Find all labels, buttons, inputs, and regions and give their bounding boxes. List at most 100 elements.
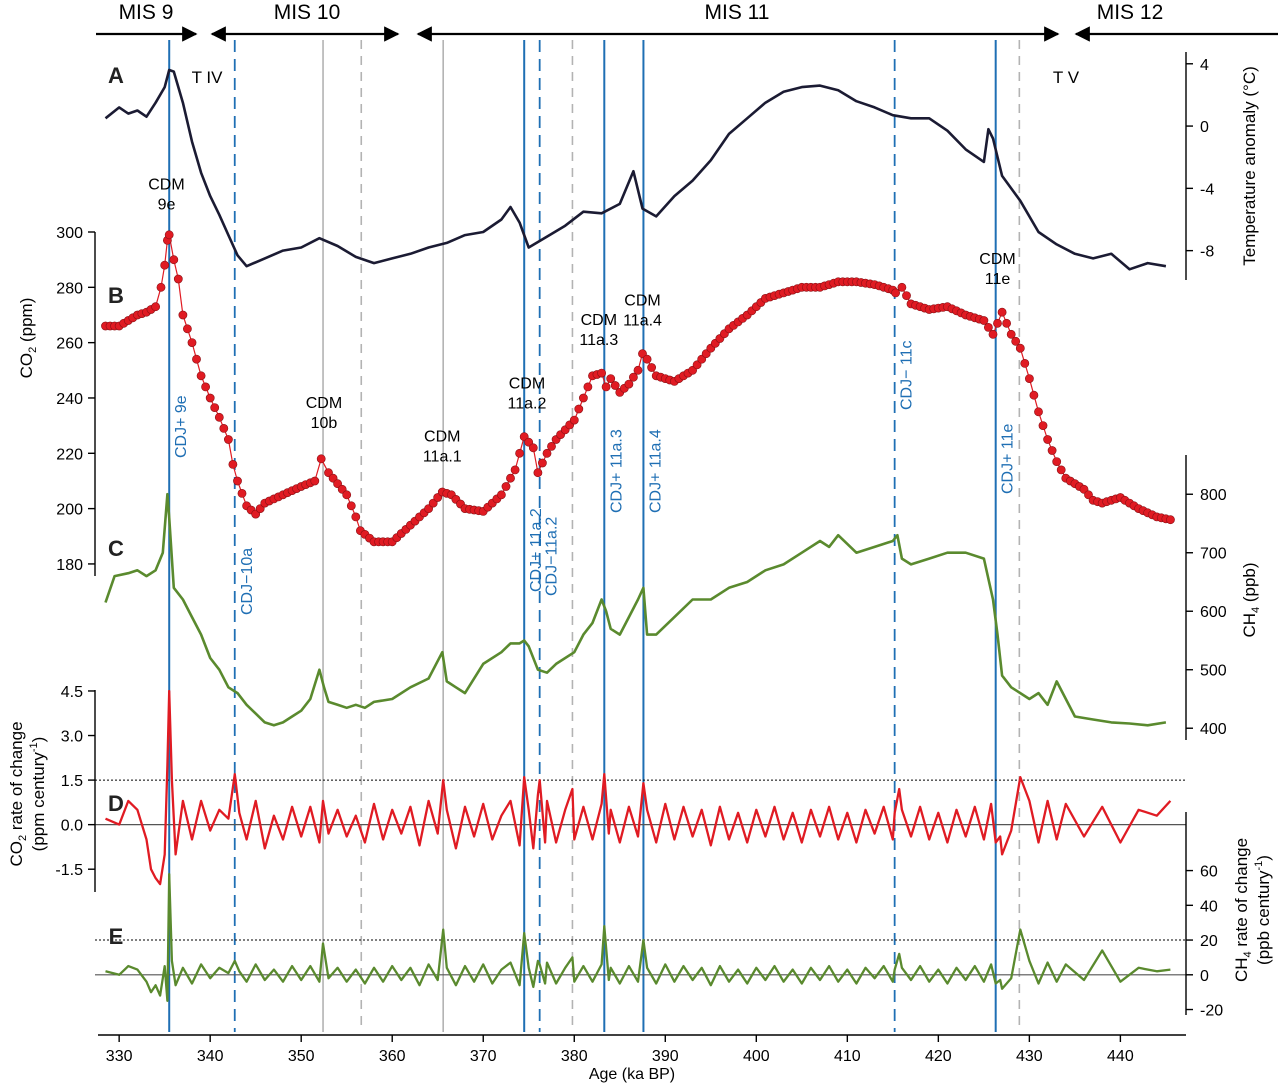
- y-tick-label: 300: [56, 225, 83, 242]
- panel-letter: D: [108, 791, 124, 816]
- y-tick-label: 0.0: [61, 818, 83, 835]
- co2-point: [151, 302, 160, 312]
- cdj-plus-label: CDJ+ 11a.3: [608, 429, 625, 513]
- annotations: A B C D E CDM 9e CDM 10b CDM 11a.1 CDM 11a.2 CDM 11a.3…: [108, 63, 1017, 949]
- y-tick-label: -8: [1200, 244, 1214, 261]
- co2-axis-title-main: CO: [17, 353, 36, 379]
- y-tick-label: -20: [1200, 1003, 1223, 1020]
- ch4-rate-axis-title-line2-sup: -1: [1253, 861, 1265, 871]
- x-tick-label: 370: [470, 1048, 497, 1065]
- co2-point: [624, 379, 634, 389]
- co2-point: [1015, 343, 1025, 353]
- cdm-label-line2: 9e: [158, 197, 176, 214]
- cdj-plus-label: CDJ+ 11a.2: [528, 508, 545, 592]
- co2-point: [496, 490, 506, 500]
- co2-point: [997, 307, 1007, 317]
- co2-point: [223, 435, 233, 444]
- ch4-axis-title: CH4 (ppb): [1240, 562, 1262, 637]
- co2-axis-title: CO2 (ppm): [17, 298, 39, 379]
- termination-label: T IV: [192, 68, 224, 87]
- co2-point: [993, 318, 1002, 328]
- co2-point: [515, 448, 524, 458]
- x-tick-label: 380: [561, 1048, 588, 1065]
- termination-label: T V: [1053, 68, 1080, 87]
- temperature-series-line: [104, 68, 1167, 271]
- ch4-rate-axis-title-line1: CH4 rate of change: [1232, 838, 1254, 982]
- y-tick-label: 180: [56, 557, 83, 574]
- co2-point: [601, 382, 611, 392]
- ch4-rate-axis-title-line1-main: CH: [1232, 957, 1251, 982]
- co2-point: [1038, 421, 1048, 430]
- y-tick-label: 0: [1200, 968, 1209, 985]
- co2-point: [192, 354, 201, 364]
- co2-point: [1056, 465, 1066, 475]
- co2-point: [214, 412, 224, 422]
- cdj-minus-label: CDJ−10a: [239, 548, 256, 615]
- co2-point: [647, 363, 656, 372]
- panel-letter: E: [109, 924, 124, 949]
- co2-rate-axis-title-line2-tail: ): [29, 737, 48, 743]
- co2-point: [1020, 358, 1030, 368]
- co2-point: [542, 448, 552, 458]
- ch4-axis-title-sub: 4: [1250, 607, 1262, 613]
- ch4-rate-axis-title-line1-sub: 4: [1242, 951, 1254, 957]
- y-tick-label: 0: [1200, 119, 1209, 136]
- co2-point: [506, 473, 515, 483]
- co2-point: [569, 415, 579, 425]
- co2-point: [574, 404, 584, 414]
- co2-point: [1029, 390, 1039, 400]
- co2-point: [979, 316, 989, 325]
- ch4-rate-series-line: [105, 872, 1171, 1002]
- co2-point: [205, 393, 215, 403]
- stage-label: MIS 9: [119, 1, 174, 24]
- co2-point: [1047, 446, 1057, 455]
- cdm-label-line2: 11a.3: [579, 332, 618, 349]
- ch4-axis-title-main: CH: [1240, 613, 1259, 638]
- x-tick-label: 340: [197, 1048, 224, 1065]
- co2-point: [1002, 318, 1011, 328]
- co2-point: [156, 282, 166, 292]
- x-tick-label: 410: [834, 1048, 861, 1065]
- co2-point: [160, 260, 170, 270]
- co2-rate-axis-title-line1-tail: rate of change: [7, 721, 26, 834]
- temperature-axis-title: Temperature anomaly (°C): [1240, 66, 1259, 266]
- co2-point: [178, 310, 188, 320]
- co2-point: [606, 374, 616, 383]
- co2-point: [528, 443, 538, 453]
- co2-rate-axis-title: CO2 rate of change (ppm century-1): [7, 721, 48, 866]
- y-tick-label: 400: [1200, 721, 1227, 738]
- co2-point: [579, 393, 588, 403]
- ch4-rate-axis-title-line2-main: (ppb century: [1254, 870, 1273, 965]
- co2-point: [210, 403, 220, 412]
- y-tick-label: 220: [56, 446, 83, 463]
- co2-point: [1034, 407, 1043, 417]
- y-tick-label: 600: [1200, 604, 1227, 621]
- x-tick-label: 350: [288, 1048, 315, 1065]
- co2-point: [316, 454, 326, 464]
- cdm-label-line1: CDM: [979, 251, 1015, 268]
- cdm-label-line1: CDM: [624, 293, 660, 310]
- co2-point: [342, 490, 352, 500]
- co2-point: [1006, 329, 1016, 339]
- cdj-plus-label: CDJ+ 9e: [173, 395, 190, 458]
- y-tick-label: -1.5: [55, 862, 83, 879]
- co2-point: [346, 501, 356, 511]
- panel-letter: A: [108, 63, 124, 88]
- stage-label: MIS 12: [1097, 1, 1164, 24]
- cdm-label-line2: 11e: [985, 271, 1011, 288]
- stage-label: MIS 10: [274, 1, 341, 24]
- co2-point: [633, 365, 643, 375]
- co2-rate-axis-title-line1-main: CO: [7, 841, 26, 867]
- co2-point: [228, 459, 238, 469]
- co2-series-trace: [105, 234, 1171, 543]
- co2-rate-axis-title-line2: (ppm century-1): [28, 737, 48, 852]
- co2-rate-series-line: [105, 689, 1172, 886]
- co2-point: [538, 458, 547, 468]
- co2-point: [237, 488, 247, 498]
- x-tick-label: 440: [1107, 1048, 1134, 1065]
- x-tick-label: 430: [1016, 1048, 1043, 1065]
- ch4-series-line: [104, 492, 1167, 727]
- co2-point: [351, 512, 361, 522]
- y-tick-label: 260: [56, 336, 83, 353]
- x-tick-label: 390: [652, 1048, 679, 1065]
